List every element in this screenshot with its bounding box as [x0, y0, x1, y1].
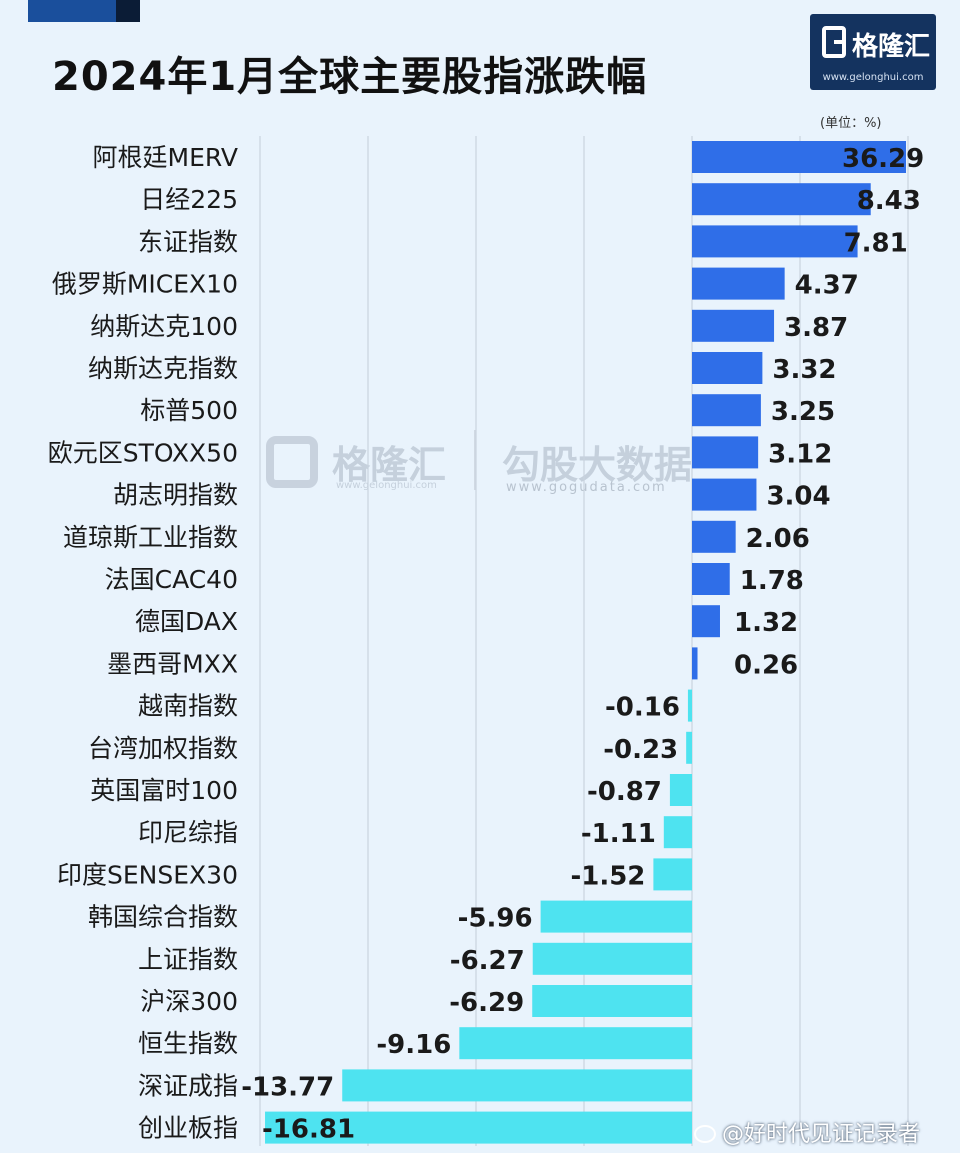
- category-label: 法国CAC40: [105, 565, 238, 594]
- chart-title: 2024年1月全球主要股指涨跌幅: [52, 54, 648, 100]
- bar: [687, 689, 692, 722]
- category-label: 东证指数: [138, 227, 238, 256]
- bar: [459, 1027, 692, 1060]
- bar: [532, 942, 692, 975]
- watermark-left-url: www.gelonghui.com: [336, 480, 437, 491]
- bar: [532, 985, 692, 1017]
- value-label: 1.32: [734, 608, 798, 638]
- bar: [540, 900, 692, 933]
- value-label: 36.29: [842, 144, 924, 174]
- category-label: 道琼斯工业指数: [63, 523, 238, 552]
- unit-label: (单位：%): [820, 116, 882, 131]
- category-label: 纳斯达克100: [90, 312, 238, 341]
- bar: [692, 183, 871, 216]
- value-label: 2.06: [746, 524, 810, 554]
- category-label: 沪深300: [140, 987, 238, 1016]
- value-label: 3.32: [772, 355, 836, 385]
- brand-logo: 格隆汇 www.gelonghui.com: [810, 14, 936, 90]
- bar: [686, 731, 692, 764]
- category-label: 恒生指数: [138, 1029, 238, 1058]
- category-label: 韩国综合指数: [88, 903, 238, 932]
- category-label: 俄罗斯MICEX10: [52, 270, 238, 299]
- watermark-g-icon: [266, 436, 318, 488]
- footer-credit-text: @好时代见证记录者: [722, 1122, 921, 1147]
- category-label: 上证指数: [138, 945, 238, 974]
- bar: [653, 858, 692, 891]
- bar: [692, 647, 698, 680]
- bar: [669, 774, 692, 806]
- bar: [692, 478, 757, 511]
- bar: [692, 267, 785, 300]
- category-label: 台湾加权指数: [88, 734, 238, 763]
- corner-decoration: [28, 0, 140, 22]
- value-label: -6.27: [450, 946, 525, 976]
- category-label: 印度SENSEX30: [57, 860, 238, 889]
- value-label: 1.78: [740, 566, 804, 596]
- bar: [692, 309, 775, 342]
- category-label: 日经225: [140, 185, 238, 214]
- value-label: 3.87: [784, 313, 848, 343]
- category-label: 胡志明指数: [113, 481, 238, 510]
- value-label: -9.16: [376, 1030, 451, 1060]
- bar: [692, 394, 761, 427]
- value-label: 3.25: [771, 397, 835, 427]
- value-label: 8.43: [857, 186, 921, 216]
- watermark-right-name: 勾股大数据: [502, 443, 693, 487]
- bar: [265, 1111, 692, 1144]
- value-label: 3.04: [766, 482, 830, 512]
- bar: [342, 1069, 692, 1102]
- bar: [692, 605, 720, 638]
- bar: [692, 563, 730, 595]
- value-label: -5.96: [458, 904, 533, 934]
- g-logo-icon: [822, 26, 846, 58]
- value-label: 0.26: [734, 650, 798, 680]
- category-label: 印尼综指: [138, 818, 238, 847]
- value-label: 7.81: [844, 228, 908, 258]
- category-label: 欧元区STOXX50: [48, 438, 238, 467]
- value-label: -16.81: [262, 1115, 355, 1145]
- value-label: -0.87: [587, 777, 662, 807]
- bar: [692, 352, 763, 384]
- watermark-separator: [474, 430, 476, 490]
- value-label: -0.23: [603, 735, 678, 765]
- footer-credit: @好时代见证记录者: [694, 1116, 920, 1148]
- category-label: 阿根廷MERV: [93, 143, 238, 172]
- category-label: 越南指数: [138, 692, 238, 721]
- category-label: 纳斯达克指数: [88, 354, 238, 383]
- bar: [692, 520, 736, 553]
- bar: [692, 436, 759, 469]
- value-label: -1.11: [581, 819, 656, 849]
- category-label: 墨西哥MXX: [107, 649, 238, 678]
- category-label: 英国富时100: [90, 776, 238, 805]
- bar: [663, 816, 692, 849]
- weibo-icon: [694, 1125, 716, 1143]
- value-label: 3.12: [768, 439, 832, 469]
- bar: [692, 141, 906, 173]
- watermark-left-name: 格隆汇: [332, 443, 447, 487]
- value-label: -13.77: [241, 1072, 334, 1102]
- bar: [692, 225, 858, 258]
- category-label: 创业板指: [138, 1114, 238, 1143]
- logo-name: 格隆汇: [852, 32, 931, 62]
- logo-url: www.gelonghui.com: [822, 72, 924, 83]
- value-label: -1.52: [570, 861, 645, 891]
- value-label: -0.16: [605, 693, 680, 723]
- watermark-right-url: www.gogudata.com: [506, 480, 667, 495]
- value-label: -6.29: [449, 988, 524, 1018]
- value-label: 4.37: [795, 271, 859, 301]
- category-label: 标普500: [140, 396, 238, 425]
- category-label: 德国DAX: [135, 607, 238, 636]
- category-label: 深证成指: [138, 1071, 238, 1100]
